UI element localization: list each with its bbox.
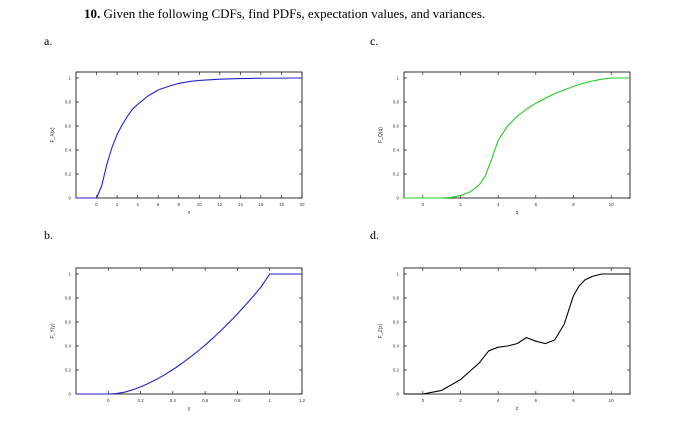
x-tick-label: 0.2 — [137, 398, 144, 403]
y-axis-label: F_X(x) — [50, 127, 56, 142]
y-tick-label: 0.4 — [393, 148, 400, 153]
y-tick-label: 0.6 — [65, 320, 72, 325]
plot-frame — [403, 267, 631, 395]
y-tick-label: 0.8 — [65, 296, 72, 301]
x-tick-label: 2 — [459, 202, 462, 207]
panel-label-d: d. — [370, 228, 379, 242]
cdf-curve — [76, 273, 302, 395]
x-tick-label: 0 — [95, 202, 98, 207]
y-axis-label: F_Y(y) — [50, 323, 56, 338]
y-tick-label: 0.2 — [393, 172, 400, 177]
x-tick-label: 6 — [157, 202, 160, 207]
y-tick-label: 0.4 — [393, 344, 400, 349]
y-tick-label: 1 — [68, 76, 71, 81]
y-tick-label: 0.2 — [65, 368, 72, 373]
x-tick-label: 0 — [422, 398, 425, 403]
y-axis-label: F_Z(z) — [378, 323, 384, 338]
y-tick-label: 1 — [68, 272, 71, 277]
x-axis-label: x — [188, 210, 191, 216]
chart-d: 0 2 4 6 8 10 0 0.2 0.4 0.6 0.8 1 z F_Z(z) — [378, 267, 631, 412]
x-tick-label: 8 — [572, 398, 575, 403]
x-tick-label: 20 — [299, 202, 305, 207]
plot-frame — [75, 71, 303, 199]
cdf-curve — [404, 273, 630, 395]
x-tick-label: 12 — [217, 202, 223, 207]
y-tick-label: 0 — [396, 196, 399, 201]
y-tick-label: 1 — [396, 272, 399, 277]
x-tick-label: 18 — [279, 202, 285, 207]
y-tick-label: 0.6 — [393, 124, 400, 129]
y-axis-label: F_Q(q) — [378, 127, 384, 143]
y-tick-label: 0.6 — [65, 124, 72, 129]
x-tick-label: 0.4 — [170, 398, 177, 403]
x-tick-label: 14 — [238, 202, 244, 207]
x-tick-label: 1.2 — [299, 398, 306, 403]
panel-label-c: c. — [370, 34, 379, 48]
plot-frame — [403, 71, 631, 199]
x-tick-label: 10 — [609, 202, 615, 207]
x-axis-label: q — [516, 210, 519, 216]
x-tick-label: 2 — [116, 202, 119, 207]
x-tick-label: 10 — [197, 202, 203, 207]
y-tick-label: 0.6 — [393, 320, 400, 325]
x-tick-label: 4 — [497, 202, 500, 207]
x-tick-label: 4 — [497, 398, 500, 403]
problem-number: 10. — [84, 6, 101, 21]
x-tick-label: 1 — [268, 398, 271, 403]
x-axis-label: y — [188, 406, 191, 412]
chart-b: 0 0.2 0.4 0.6 0.8 1 1.2 0 0.2 0.4 0.6 0.8 1 y F_Y(y) — [50, 267, 306, 412]
cdf-curve — [76, 77, 303, 199]
y-tick-label: 0.2 — [65, 172, 72, 177]
y-tick-label: 0.2 — [393, 368, 400, 373]
x-axis-label: z — [516, 406, 519, 412]
x-tick-label: 8 — [572, 202, 575, 207]
y-tick-label: 0 — [68, 196, 71, 201]
x-tick-label: 6 — [535, 202, 538, 207]
problem-statement: 10. Given the following CDFs, find PDFs,… — [84, 6, 485, 22]
x-tick-label: 16 — [258, 202, 264, 207]
x-tick-label: 0.8 — [234, 398, 241, 403]
problem-text: Given the following CDFs, find PDFs, exp… — [103, 6, 486, 21]
y-tick-label: 0.8 — [65, 100, 72, 105]
x-tick-label: 0 — [107, 398, 110, 403]
y-tick-label: 0 — [396, 392, 399, 397]
y-tick-label: 0 — [68, 392, 71, 397]
cdf-curve — [404, 77, 630, 199]
x-tick-label: 0 — [422, 202, 425, 207]
y-tick-label: 0.4 — [65, 148, 72, 153]
x-tick-label: 8 — [177, 202, 180, 207]
panel-label-b: b. — [44, 228, 53, 242]
x-tick-label: 10 — [609, 398, 615, 403]
y-tick-label: 1 — [396, 76, 399, 81]
panel-label-a: a. — [44, 34, 53, 48]
chart-a: 0 2 4 6 8 10 12 14 16 18 20 0 0.2 0.4 0.6 0.8 1 x F_X(x) — [50, 71, 305, 216]
y-tick-label: 0.8 — [393, 296, 400, 301]
x-tick-label: 6 — [535, 398, 538, 403]
y-tick-label: 0.4 — [65, 344, 72, 349]
x-tick-label: 2 — [459, 398, 462, 403]
x-tick-label: 0.6 — [202, 398, 209, 403]
x-tick-label: 4 — [136, 202, 139, 207]
plot-frame — [75, 267, 303, 395]
chart-c: 0 2 4 6 8 10 0 0.2 0.4 0.6 0.8 1 q F_Q(q) — [378, 71, 631, 216]
y-tick-label: 0.8 — [393, 100, 400, 105]
